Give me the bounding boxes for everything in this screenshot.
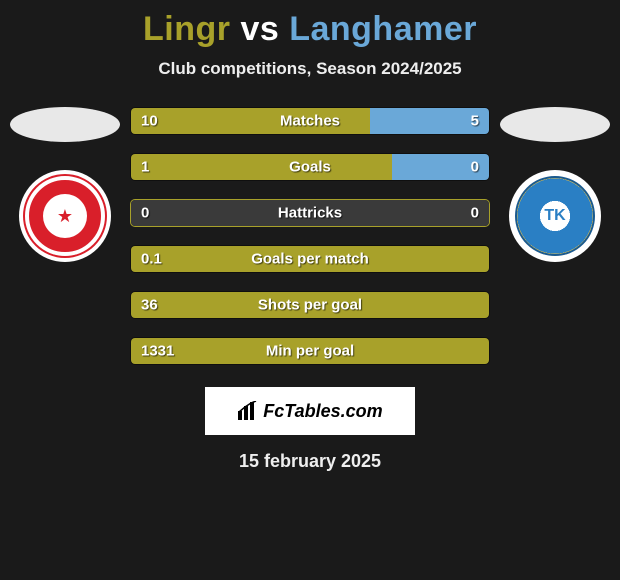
brand-name: FcTables.com [263,401,382,422]
stats-bars: 105Matches10Goals00Hattricks0.1Goals per… [130,107,490,365]
stat-label: Matches [280,113,340,130]
subtitle: Club competitions, Season 2024/2025 [0,59,620,79]
page-title: Lingr vs Langhamer [0,0,620,49]
bar-segment-left [131,154,392,180]
stat-value-left: 10 [141,113,158,130]
stat-row-shots-per-goal: 36 Shots per goal [130,291,490,319]
club-badge-right: TK [509,170,601,262]
stat-label: Hattricks [278,205,342,222]
club-badge-left: ★ [19,170,111,262]
player-left-column: ★ [0,107,130,262]
date-label: 15 february 2025 [0,451,620,472]
stat-value-left: 0 [141,205,149,222]
player-right-column: TK [490,107,620,262]
stat-row-matches: 10 5 Matches [130,107,490,135]
stat-value-left: 1 [141,159,149,176]
brand-watermark: FcTables.com [205,387,415,435]
stat-row-hattricks: 0 0 Hattricks [130,199,490,227]
stat-value-left: 36 [141,297,158,314]
teplice-initials: TK [544,207,565,225]
stat-value-right: 5 [471,113,479,130]
title-player1: Lingr [143,10,230,48]
comparison-container: ★ TK 105Matches10Goals00Hattricks0.1Goal… [0,107,620,365]
star-icon: ★ [57,206,73,227]
stat-label: Shots per goal [258,297,362,314]
player-left-photo [10,107,120,142]
title-player2: Langhamer [289,10,477,48]
stat-value-right: 0 [471,159,479,176]
stat-row-goals: 1 0 Goals [130,153,490,181]
player-right-photo [500,107,610,142]
stat-value-right: 0 [471,205,479,222]
stat-value-left: 1331 [141,343,174,360]
title-vs: vs [240,10,279,48]
stat-row-min-per-goal: 1331 Min per goal [130,337,490,365]
stat-label: Min per goal [266,343,354,360]
stat-row-goals-per-match: 0.1 Goals per match [130,245,490,273]
stat-label: Goals [289,159,331,176]
teplice-crest: TK [515,176,595,256]
slavia-crest: ★ [25,176,105,256]
stat-value-left: 0.1 [141,251,162,268]
chart-icon [237,401,259,421]
stat-label: Goals per match [251,251,369,268]
